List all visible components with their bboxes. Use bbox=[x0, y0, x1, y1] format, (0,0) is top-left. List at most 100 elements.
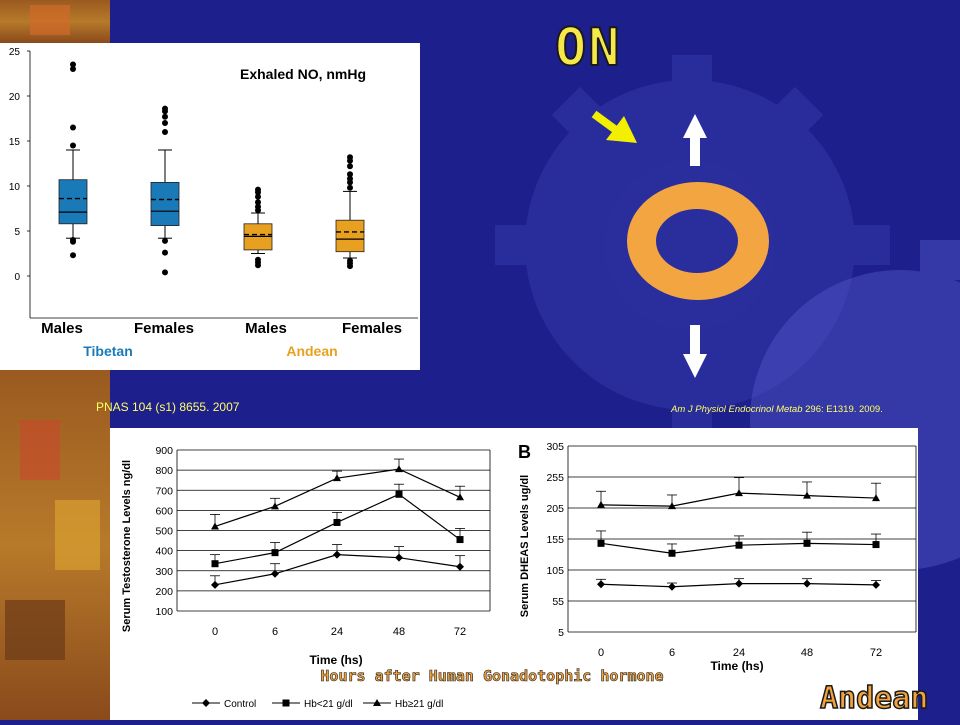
data-point-triangle bbox=[211, 522, 219, 530]
data-point-square bbox=[597, 539, 605, 547]
box-outlier-point bbox=[70, 142, 76, 149]
data-point-square bbox=[803, 539, 811, 547]
y-tick-label: 0 bbox=[14, 272, 20, 283]
data-point-triangle bbox=[668, 502, 676, 510]
data-point-triangle bbox=[456, 493, 464, 501]
y-tick-label: 155 bbox=[546, 534, 564, 546]
y-tick-label: 105 bbox=[546, 565, 564, 577]
series-line bbox=[214, 554, 461, 586]
x-tick-label: 24 bbox=[733, 647, 745, 659]
group-label-tibetan: Tibetan bbox=[83, 343, 133, 359]
data-point-square bbox=[211, 560, 219, 568]
group-label-andean: Andean bbox=[286, 343, 337, 359]
data-point-diamond bbox=[395, 553, 403, 562]
citation-pnas: PNAS 104 (s1) 8655. 2007 bbox=[96, 400, 240, 414]
box-iqr bbox=[335, 219, 365, 253]
box-outlier-point bbox=[347, 175, 353, 182]
data-point-diamond bbox=[211, 580, 219, 589]
y-tick-label: 500 bbox=[155, 526, 173, 538]
citation-details: 296: E1319. 2009. bbox=[802, 404, 883, 415]
y-tick-label: 100 bbox=[155, 606, 173, 618]
box-outlier-point bbox=[347, 163, 353, 170]
box-outlier-point bbox=[162, 249, 168, 256]
data-point-diamond bbox=[597, 580, 605, 589]
data-point-triangle bbox=[395, 465, 403, 473]
box-outlier-point bbox=[347, 154, 353, 161]
box-outlier-point bbox=[162, 105, 168, 112]
data-point-square bbox=[282, 699, 290, 707]
panel-b-y-axis-label: Serum DHEAS Levels ug/dl bbox=[519, 475, 531, 617]
category-label: Males bbox=[41, 320, 83, 337]
box-outlier-point bbox=[255, 256, 261, 263]
legend-label: Control bbox=[224, 699, 256, 710]
box-outlier-point bbox=[70, 66, 76, 72]
box-outlier-point bbox=[162, 113, 168, 120]
y-tick-label: 10 bbox=[9, 182, 21, 193]
citation-journal: Am J Physiol Endocrinol Metab bbox=[671, 404, 803, 415]
data-point-square bbox=[271, 549, 279, 557]
exhaled-no-boxplot-panel: Exhaled NO, nmHg 0 5 10 15 20 25 Males Female… bbox=[0, 43, 420, 370]
y-tick-label: 900 bbox=[155, 445, 173, 457]
panel-a-x-axis-label: Time (hs) bbox=[309, 653, 362, 667]
y-tick-label: 255 bbox=[546, 472, 564, 484]
data-point-square bbox=[735, 541, 743, 549]
data-point-triangle bbox=[271, 502, 279, 510]
box-outlier-point bbox=[162, 120, 168, 126]
citation-ajp: Am J Physiol Endocrinol Metab 296: E1319… bbox=[671, 404, 883, 415]
box-outlier-point bbox=[70, 252, 76, 259]
data-point-diamond bbox=[872, 580, 880, 589]
x-tick-label: 0 bbox=[212, 626, 218, 638]
y-tick-label: 200 bbox=[155, 586, 173, 598]
on-label: ON bbox=[554, 18, 622, 78]
x-tick-label: 6 bbox=[669, 647, 675, 659]
data-point-diamond bbox=[333, 550, 341, 559]
data-point-square bbox=[872, 541, 880, 549]
box-outlier-point bbox=[347, 184, 353, 191]
category-label: Females bbox=[134, 320, 194, 337]
data-point-diamond bbox=[735, 579, 743, 588]
box-outlier-point bbox=[70, 124, 76, 131]
box-iqr bbox=[58, 179, 88, 225]
box-outlier-point bbox=[162, 129, 168, 135]
x-tick-label: 6 bbox=[272, 626, 278, 638]
panel-b-x-axis-label: Time (hs) bbox=[710, 659, 763, 673]
panel-a-y-axis-label: Serum Testosterone Levels ng/dl bbox=[121, 460, 133, 632]
y-tick-label: 300 bbox=[155, 566, 173, 578]
x-tick-label: 48 bbox=[393, 626, 405, 638]
y-tick-label: 25 bbox=[9, 47, 21, 58]
y-tick-label: 800 bbox=[155, 465, 173, 477]
y-tick-label: 20 bbox=[9, 92, 21, 103]
category-label: Males bbox=[245, 320, 287, 337]
data-point-square bbox=[395, 490, 403, 498]
y-tick-label: 5 bbox=[558, 627, 564, 639]
x-tick-label: 72 bbox=[870, 647, 882, 659]
box-outlier-point bbox=[255, 186, 261, 193]
category-label: Females bbox=[342, 320, 402, 337]
box-outlier-point bbox=[255, 203, 261, 210]
hormone-line-charts-panel: 100 200 300 400 500 600 700 800 900 0 6 24 48 72 5 55 1… bbox=[110, 428, 918, 720]
y-tick-label: 5 bbox=[14, 227, 20, 238]
hcg-annotation: Hours after Human Gonadotophic hormone bbox=[320, 667, 663, 685]
data-point-triangle bbox=[872, 494, 880, 502]
y-tick-label: 15 bbox=[9, 137, 21, 148]
data-point-triangle bbox=[597, 500, 605, 508]
box-outlier-point bbox=[162, 269, 168, 276]
y-tick-label: 700 bbox=[155, 485, 173, 497]
data-point-diamond bbox=[803, 579, 811, 588]
data-point-diamond bbox=[456, 562, 464, 571]
data-point-diamond bbox=[668, 582, 676, 591]
y-tick-label: 400 bbox=[155, 546, 173, 558]
y-tick-label: 205 bbox=[546, 503, 564, 515]
data-point-diamond bbox=[202, 699, 210, 707]
box-outlier-point bbox=[347, 257, 353, 264]
x-tick-label: 48 bbox=[801, 647, 813, 659]
data-point-square bbox=[456, 536, 464, 544]
box-outlier-point bbox=[347, 171, 353, 178]
x-tick-label: 72 bbox=[454, 626, 466, 638]
data-point-square bbox=[668, 549, 676, 557]
data-point-diamond bbox=[271, 569, 279, 578]
chart-title: Exhaled NO, nmHg bbox=[240, 66, 366, 82]
data-point-triangle bbox=[735, 489, 743, 497]
box-iqr bbox=[150, 181, 180, 226]
